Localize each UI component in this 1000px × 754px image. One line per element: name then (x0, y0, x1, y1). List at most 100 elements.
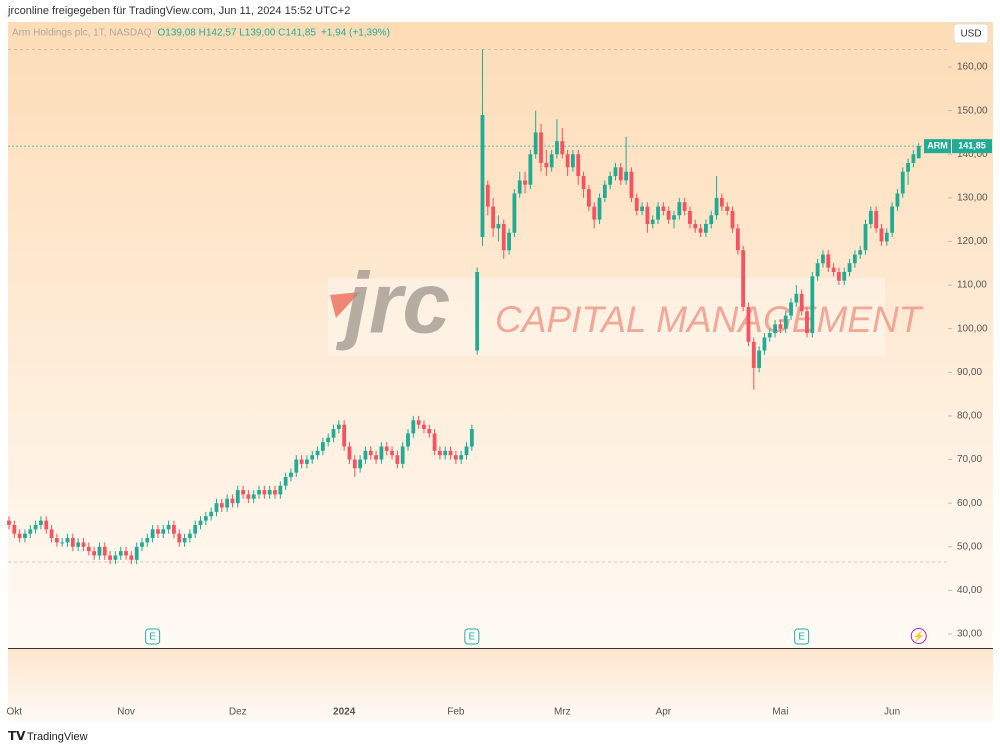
candle-body (129, 555, 134, 560)
candle-body (422, 424, 426, 430)
candle-body (23, 533, 27, 539)
candle-body (140, 542, 144, 547)
candle-body (161, 529, 166, 534)
candle-body (714, 197, 719, 216)
candle-body (884, 232, 889, 242)
candle-body (842, 271, 847, 281)
candle-body (751, 341, 756, 368)
candle-body (693, 224, 698, 229)
candle-body (602, 184, 607, 198)
candle-body (826, 254, 831, 268)
candle-body (650, 219, 655, 225)
candle-body (549, 154, 554, 168)
candle-body (28, 529, 33, 534)
candle-body (783, 315, 788, 329)
candle-body (374, 455, 378, 460)
ohlc-text: O139,08 H142,57 L139,00 C141,85 (158, 28, 317, 39)
candle-body (581, 176, 586, 190)
candle-body (709, 215, 714, 225)
candle-body (773, 324, 777, 334)
candle-body (852, 254, 857, 264)
x-tick-label: Feb (447, 707, 465, 718)
candle-body (624, 171, 629, 181)
legend: Arm Holdings plc, 1T, NASDAQ O139,08 H14… (12, 28, 390, 39)
candle-body (60, 542, 65, 544)
candle-body (166, 524, 171, 530)
currency-button[interactable]: USD (953, 23, 989, 44)
candle-body (246, 494, 251, 499)
event-badge (145, 628, 161, 645)
candle-body (384, 446, 389, 451)
candle-body (475, 271, 480, 351)
candle-body (363, 450, 368, 460)
x-tick-label: Apr (656, 707, 672, 718)
candle-body (911, 154, 916, 163)
currency-label[interactable]: USD (960, 29, 981, 40)
candle-body (49, 529, 54, 539)
y-tick-label: 90,00 (957, 367, 982, 378)
candle-body (368, 450, 373, 456)
candle-body (342, 424, 347, 447)
candle-body (411, 420, 416, 434)
candle-body (799, 293, 804, 312)
candle-body (464, 446, 469, 456)
candle-body (193, 524, 198, 534)
x-tick-label: Dez (229, 707, 247, 718)
plot-bg (8, 22, 993, 648)
y-tick-label: 40,00 (957, 585, 982, 596)
candle-body (821, 254, 825, 264)
x-tick-label: Mrz (554, 707, 571, 718)
y-tick-label: 50,00 (957, 541, 982, 552)
candle-body (262, 490, 267, 495)
y-tick-label: 130,00 (957, 192, 988, 203)
event-label: E (798, 632, 805, 643)
candle-body (438, 450, 442, 456)
y-tick-label: 30,00 (957, 629, 982, 640)
candle-body (251, 494, 256, 499)
currency-button-box[interactable] (953, 23, 989, 44)
candle-body (294, 459, 299, 473)
candle-body (757, 350, 762, 368)
candle-body (17, 533, 22, 539)
candle-body (789, 302, 793, 316)
candle-body (65, 538, 70, 543)
candle-body (501, 224, 506, 251)
candle-body (656, 206, 660, 220)
event-label: E (469, 632, 476, 643)
candle-body (400, 446, 405, 464)
candle-body (416, 420, 421, 425)
symbol-tag: ARM (927, 141, 948, 151)
watermark: jrc CAPITAL MANAGEMENT (328, 256, 924, 356)
x-tick-label: Mai (772, 707, 788, 718)
x-tick-label: 2024 (333, 707, 356, 718)
y-tick-label: 110,00 (957, 280, 987, 291)
candle-body (203, 516, 208, 521)
x-tick-label: Nov (117, 707, 135, 718)
candle-body (847, 263, 852, 272)
candle-body (746, 306, 751, 342)
event-badge (794, 628, 810, 645)
candle-body (267, 490, 272, 495)
candle-body (810, 276, 815, 334)
candle-body (315, 450, 320, 456)
candle-body (863, 224, 868, 251)
candle-body (432, 433, 437, 451)
candle-body (150, 529, 155, 539)
candle-body (443, 450, 448, 456)
candle-body (491, 206, 496, 229)
change-text: +1,94 (+1,39%) (321, 28, 390, 39)
candle-body (895, 193, 900, 207)
y-tick-label: 160,00 (957, 62, 988, 73)
watermark-logo: jrc (335, 256, 450, 352)
candle-body (448, 450, 453, 456)
candle-body (618, 167, 623, 181)
candle-body (565, 154, 570, 168)
candle-body (198, 520, 203, 525)
candle-body (54, 538, 59, 543)
candle-body (310, 455, 315, 460)
candle-body (33, 524, 38, 530)
candle-body (134, 546, 139, 560)
candle-body (225, 498, 230, 508)
candle-body (672, 215, 676, 220)
candle-body (496, 224, 501, 229)
